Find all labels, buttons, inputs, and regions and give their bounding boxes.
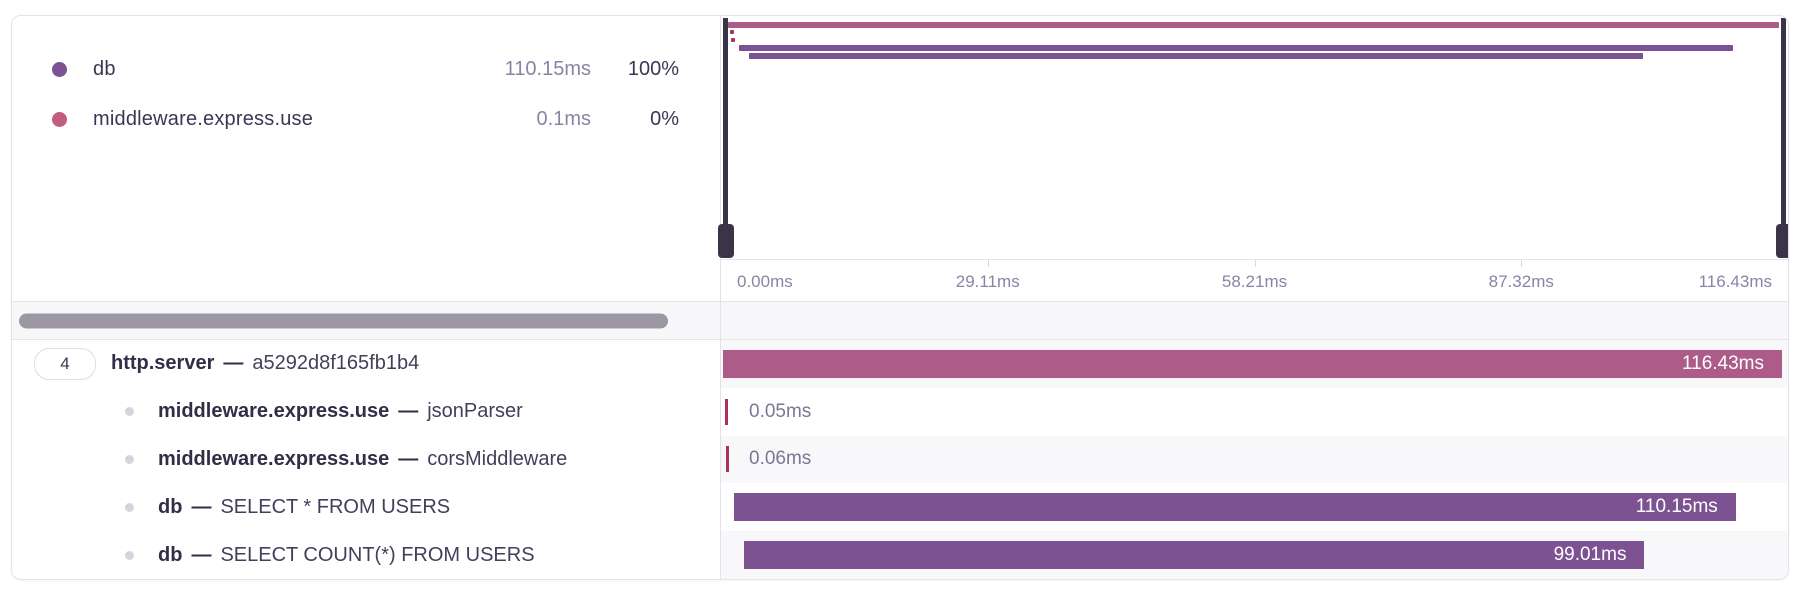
span-op-name: middleware.express.use <box>158 400 390 423</box>
time-axis-tick <box>1254 260 1256 267</box>
time-axis-label: 29.11ms <box>955 272 1020 291</box>
span-duration-label: 0.06ms <box>749 448 812 470</box>
time-axis-label: 116.43ms <box>1698 272 1772 291</box>
span-tree-cell[interactable]: db — SELECT COUNT(*) FROM USERS <box>12 531 720 579</box>
span-duration-label: 116.43ms <box>1681 352 1764 374</box>
trace-waterfall-card: db 110.15ms 100% middleware.express.use 0.1m… <box>11 15 1789 580</box>
minimap-span-tick <box>729 29 734 34</box>
span-bar-area: 110.15ms <box>723 483 1782 531</box>
legend-op-duration: 0.1ms <box>536 107 591 130</box>
minimap-span-bar <box>728 22 1779 28</box>
span-description: a5292d8f165fb1b4 <box>252 352 420 375</box>
child-count-badge[interactable]: 4 <box>34 347 96 380</box>
span-row[interactable]: db — SELECT * FROM USERS 110.15ms <box>12 483 1788 532</box>
minimap-span-tick <box>731 37 736 42</box>
minimap-right-grip[interactable] <box>1775 224 1788 258</box>
time-axis-tick <box>1521 260 1523 267</box>
span-tree-cell[interactable]: middleware.express.use — jsonParser <box>12 387 720 436</box>
span-op-name: db <box>158 543 183 566</box>
legend-op-percent: 100% <box>627 57 679 80</box>
span-bar-area: 116.43ms <box>723 340 1782 388</box>
span-ops-legend: db 110.15ms 100% middleware.express.use 0.1m… <box>12 16 720 302</box>
span-duration-cell[interactable]: 110.15ms <box>720 483 1788 532</box>
span-duration-bar[interactable]: 110.15ms <box>733 493 1736 522</box>
span-bar-area: 0.05ms <box>723 388 1782 436</box>
trace-overview-section: db 110.15ms 100% middleware.express.use 0.1m… <box>12 16 1788 302</box>
span-description: SELECT COUNT(*) FROM USERS <box>220 543 535 566</box>
minimap-right-handle[interactable] <box>1775 18 1788 258</box>
span-op-name: middleware.express.use <box>158 447 390 470</box>
tree-node-dot <box>125 502 134 512</box>
minimap-left-grip[interactable] <box>717 224 734 258</box>
span-separator: — <box>398 400 419 423</box>
time-axis: 0.00ms 29.11ms 58.21ms 87.32ms 116.43ms <box>721 259 1788 302</box>
trace-minimap[interactable] <box>717 16 1788 259</box>
legend-item[interactable]: middleware.express.use 0.1ms 0% <box>52 94 679 144</box>
minimap-left-handle[interactable] <box>717 18 734 258</box>
legend-op-name: db <box>93 57 116 80</box>
span-duration-tick[interactable] <box>726 446 730 473</box>
tree-node-dot <box>125 455 134 464</box>
span-tree-cell[interactable]: middleware.express.use — corsMiddleware <box>12 435 720 484</box>
legend-color-dot <box>52 111 67 127</box>
span-tree-cell[interactable]: 4 http.server — a5292d8f165fb1b4 <box>12 340 720 388</box>
span-duration-cell[interactable]: 0.05ms <box>720 387 1788 436</box>
span-separator: — <box>191 495 212 518</box>
span-duration-label: 99.01ms <box>1553 544 1627 566</box>
horizontal-scrollbar-thumb[interactable] <box>19 313 669 328</box>
time-axis-tick <box>987 260 989 267</box>
span-row[interactable]: db — SELECT COUNT(*) FROM USERS 99.01ms <box>12 531 1788 579</box>
time-axis-label: 87.32ms <box>1488 272 1554 291</box>
span-bar-area: 99.01ms <box>723 531 1782 579</box>
span-rows: 4 http.server — a5292d8f165fb1b4 116.43ms mid… <box>12 340 1788 579</box>
minimap-span-bar <box>738 45 1734 52</box>
legend-op-name: middleware.express.use <box>93 107 314 130</box>
span-row[interactable]: middleware.express.use — corsMiddleware 0.0… <box>12 435 1788 484</box>
span-separator: — <box>191 543 212 566</box>
span-description: SELECT * FROM USERS <box>220 495 451 518</box>
minimap-bars <box>728 16 1779 259</box>
scrollbar-row-right-spacer <box>720 302 1788 339</box>
span-description: jsonParser <box>427 400 523 423</box>
span-separator: — <box>398 447 419 470</box>
span-separator: — <box>223 352 244 375</box>
span-duration-bar[interactable]: 99.01ms <box>743 541 1645 570</box>
span-row[interactable]: middleware.express.use — jsonParser 0.05ms <box>12 387 1788 436</box>
tree-node-dot <box>125 407 134 417</box>
minimap-span-bar <box>748 53 1643 60</box>
span-duration-cell[interactable]: 0.06ms <box>720 435 1788 484</box>
legend-op-duration: 110.15ms <box>504 57 591 80</box>
scrollbar-row <box>12 301 1788 340</box>
span-op-name: http.server <box>111 352 215 375</box>
legend-color-dot <box>52 61 67 77</box>
span-tree-cell[interactable]: db — SELECT * FROM USERS <box>12 483 720 532</box>
time-axis-label: 58.21ms <box>1221 272 1288 291</box>
horizontal-scrollbar-track[interactable] <box>12 302 720 339</box>
trace-minimap-column: 0.00ms 29.11ms 58.21ms 87.32ms 116.43ms <box>717 16 1788 302</box>
span-duration-cell[interactable]: 99.01ms <box>720 531 1788 579</box>
tree-node-dot <box>125 550 134 560</box>
span-op-name: db <box>158 495 183 518</box>
span-bar-area: 0.06ms <box>723 436 1782 484</box>
time-axis-label: 0.00ms <box>737 272 793 291</box>
legend-item[interactable]: db 110.15ms 100% <box>52 44 679 94</box>
legend-op-percent: 0% <box>650 107 679 130</box>
span-duration-bar[interactable]: 116.43ms <box>723 349 1782 378</box>
span-duration-tick[interactable] <box>724 398 728 425</box>
span-row[interactable]: 4 http.server — a5292d8f165fb1b4 116.43ms <box>12 340 1788 388</box>
span-duration-cell[interactable]: 116.43ms <box>720 340 1788 388</box>
span-description: corsMiddleware <box>427 447 568 470</box>
span-duration-label: 110.15ms <box>1635 496 1718 518</box>
span-duration-label: 0.05ms <box>749 400 812 422</box>
